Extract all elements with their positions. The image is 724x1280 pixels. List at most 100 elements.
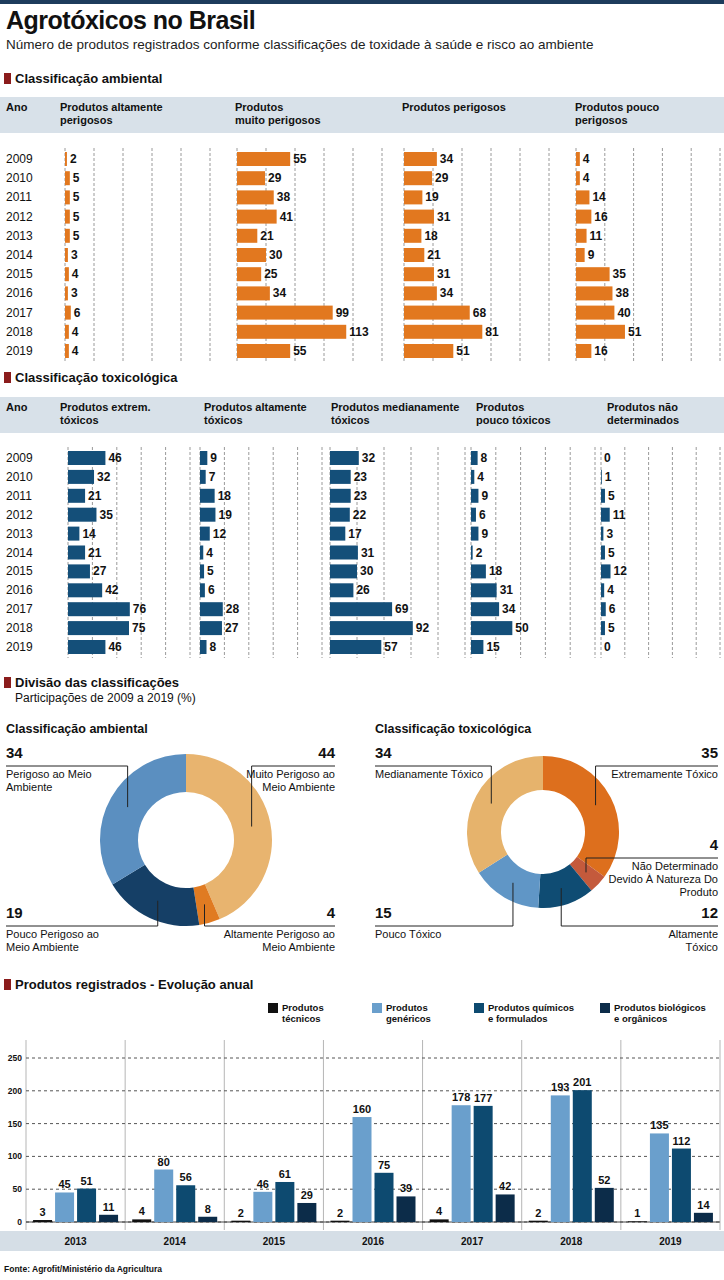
- grid-line: [648, 447, 649, 658]
- text-line: 21: [88, 489, 102, 503]
- text-line: 14: [697, 1199, 710, 1211]
- slice-label: Pouco Tóxico: [375, 928, 441, 940]
- text-line: 26: [356, 583, 370, 597]
- text-line: 5: [608, 621, 615, 635]
- bar: [471, 546, 473, 560]
- text-line: 5: [207, 564, 214, 578]
- category-label: 2019: [659, 1236, 682, 1247]
- legend-swatch: [474, 1003, 484, 1013]
- bar: [237, 190, 274, 204]
- text-line: 0: [604, 451, 611, 465]
- text-line: técnicos: [282, 1013, 321, 1024]
- category-label: 2017: [461, 1236, 484, 1247]
- data-label: 4: [139, 1205, 146, 1217]
- data-label: 23: [354, 470, 368, 484]
- text-line: 11: [103, 1201, 115, 1213]
- data-label: 21: [88, 546, 102, 560]
- data-label: 12: [213, 527, 227, 541]
- data-label: 56: [180, 1171, 192, 1183]
- bar: [576, 286, 612, 300]
- text-line: 2017: [461, 1236, 484, 1247]
- data-label: 4: [583, 171, 590, 185]
- header-band: [0, 397, 724, 433]
- bar: [471, 508, 476, 522]
- category-label: 2019: [6, 344, 33, 358]
- bar: [576, 229, 587, 243]
- data-label: 68: [473, 306, 487, 320]
- text-line: 22: [353, 508, 367, 522]
- text-line: 34: [6, 744, 23, 761]
- bar: [471, 621, 512, 635]
- text-line: Altamente Perigoso ao: [224, 928, 335, 940]
- text-line: Classificação ambiental: [6, 722, 148, 736]
- data-label: 32: [97, 470, 111, 484]
- grid-line: [691, 148, 692, 362]
- series-name: Produtosmuito perigosos: [235, 101, 321, 126]
- bar: [68, 527, 79, 541]
- bars: [33, 1090, 713, 1222]
- text-line: 4: [477, 470, 484, 484]
- bar: [176, 1185, 195, 1222]
- text-line: 135: [650, 1119, 668, 1131]
- text-line: 52: [598, 1174, 610, 1186]
- text-line: tóxicos: [204, 414, 243, 426]
- bar: [601, 546, 605, 560]
- text-line: 2015: [6, 564, 33, 578]
- header-band: [0, 97, 724, 133]
- text-line: 112: [673, 1135, 691, 1147]
- series-name: Produtos altamenteperigosos: [60, 101, 163, 126]
- data-label: 135: [650, 1119, 668, 1131]
- bar: [65, 267, 69, 281]
- bar: [237, 306, 333, 320]
- data-label: 92: [416, 621, 430, 635]
- text-line: 92: [416, 621, 430, 635]
- text-line: 2009: [6, 451, 33, 465]
- section-title: Classificação ambiental: [15, 71, 162, 86]
- text-line: 0: [17, 1217, 22, 1227]
- slice-label: Altamente Perigoso aoMeio Ambiente: [224, 928, 335, 953]
- data-label: 1: [605, 470, 612, 484]
- data-label: 112: [673, 1135, 691, 1147]
- text-line: 38: [277, 190, 291, 204]
- page-subtitle: Número de produtos registrados conforme …: [6, 37, 594, 52]
- data-label: 2: [337, 1207, 343, 1219]
- bar: [576, 325, 625, 339]
- bar: [404, 344, 453, 358]
- bar: [330, 583, 353, 597]
- data-label: 34: [375, 744, 392, 761]
- data-label: 27: [225, 621, 239, 635]
- text-line: 30: [269, 248, 283, 262]
- bar: [68, 640, 105, 654]
- data-label: 45: [58, 1178, 70, 1190]
- series-name: Produtos poucoperigosos: [575, 101, 660, 126]
- category-label: 2018: [560, 1236, 583, 1247]
- text-line: 4: [72, 325, 79, 339]
- data-label: 26: [356, 583, 370, 597]
- text-line: 4: [436, 1205, 443, 1217]
- text-line: 3: [71, 248, 78, 262]
- text-line: Devido À Natureza Do: [609, 873, 718, 885]
- slice: [543, 756, 619, 877]
- text-line: 2019: [6, 640, 33, 654]
- text-line: 100: [8, 1151, 22, 1161]
- leader-line: [205, 904, 335, 926]
- data-label: 14: [697, 1199, 710, 1211]
- tick-label: 200: [8, 1086, 22, 1096]
- bar: [452, 1105, 471, 1222]
- bar: [200, 451, 207, 465]
- data-label: 3: [606, 527, 613, 541]
- bar: [601, 583, 604, 597]
- text-line: 150: [8, 1119, 22, 1129]
- data-label: 46: [108, 640, 122, 654]
- text-line: Perigoso ao Meio: [6, 768, 92, 780]
- text-line: Produtos altamente: [204, 401, 307, 413]
- category-separator: [521, 1040, 522, 1230]
- bar: [430, 1219, 449, 1222]
- text-line: 19: [6, 904, 23, 921]
- grid-line: [520, 148, 521, 362]
- text-line: Ano: [6, 401, 28, 413]
- data-label: 30: [269, 248, 283, 262]
- text-line: Produtos biológicos: [614, 1002, 706, 1013]
- category-label: 2016: [6, 583, 33, 597]
- text-line: 11: [590, 229, 603, 243]
